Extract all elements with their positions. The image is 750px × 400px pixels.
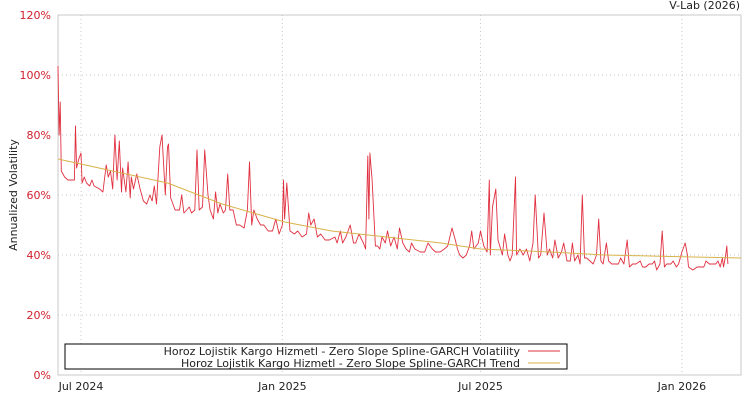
series-group [57,65,742,271]
trend-line [57,158,742,259]
y-axis: 0% 20% 40% 60% 80% 100% 120% [20,9,51,382]
y-tick-label: 100% [20,69,51,82]
legend-label-trend: Horoz Lojistik Kargo Hizmetl - Zero Slop… [181,357,520,370]
legend: Horoz Lojistik Kargo Hizmetl - Zero Slop… [64,343,568,370]
y-tick-label: 0% [34,369,51,382]
x-axis: Jul 2024 Jan 2025 Jul 2025 Jan 2026 [58,380,707,393]
y-tick-label: 120% [20,9,51,22]
y-tick-label: 80% [27,129,51,142]
y-tick-label: 40% [27,249,51,262]
grid-lines [58,15,741,375]
y-tick-label: 20% [27,309,51,322]
plot-area-border [57,14,742,376]
x-tick-label: Jul 2025 [457,380,503,393]
x-tick-label: Jan 2025 [257,380,306,393]
volatility-line [57,65,729,271]
chart-credit: V-Lab (2026) [669,0,740,12]
y-tick-label: 60% [27,189,51,202]
legend-label-volatility: Horoz Lojistik Kargo Hizmetl - Zero Slop… [164,345,521,358]
x-tick-label: Jan 2026 [657,380,706,393]
x-tick-label: Jul 2024 [58,380,104,393]
legend-box [64,343,568,370]
y-axis-label: Annualized Volatility [7,139,20,251]
